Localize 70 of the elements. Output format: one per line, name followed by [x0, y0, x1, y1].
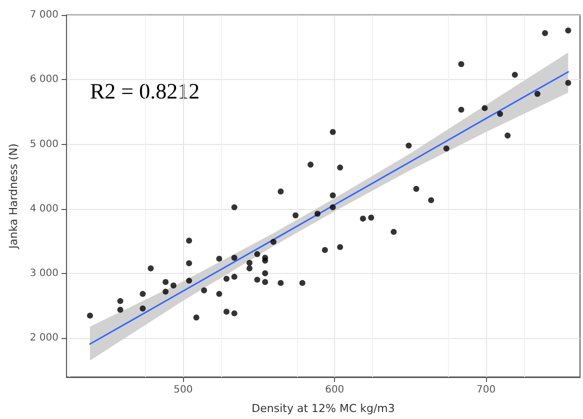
point [413, 186, 420, 192]
point [278, 280, 284, 286]
point [162, 278, 169, 285]
point [337, 244, 344, 250]
point [246, 260, 252, 266]
point [262, 270, 268, 276]
point [186, 238, 192, 244]
point [390, 228, 397, 235]
point [162, 288, 169, 295]
point [140, 290, 146, 297]
point [458, 61, 464, 68]
point [322, 246, 328, 253]
point [223, 276, 230, 282]
point [148, 265, 154, 272]
point [330, 192, 336, 198]
point [254, 251, 260, 258]
point [140, 305, 146, 312]
point [314, 210, 321, 217]
point [534, 90, 540, 97]
point [512, 72, 518, 78]
point [87, 312, 94, 319]
y-axis-title: Janka Hardness (N) [7, 143, 20, 250]
point [186, 278, 192, 284]
x-tick-label: 600 [325, 384, 344, 396]
point [360, 216, 366, 222]
point [308, 162, 314, 168]
point [246, 265, 252, 272]
point [170, 282, 176, 289]
y-tick-label: 7 000 [30, 10, 59, 20]
point [406, 142, 412, 149]
point [458, 106, 464, 113]
x-axis-title: Density at 12% MC kg/m3 [252, 402, 395, 415]
point [428, 197, 434, 204]
point [504, 132, 511, 139]
point [231, 274, 238, 280]
x-tick-label: 700 [476, 384, 496, 396]
point [216, 256, 222, 262]
point [482, 105, 488, 112]
point [299, 280, 306, 286]
point [216, 290, 222, 297]
point [337, 164, 344, 171]
point [443, 145, 450, 152]
point [254, 276, 260, 283]
point [368, 214, 374, 221]
y-tick-label: 3 000 [30, 268, 59, 280]
y-tick-label: 6 000 [30, 74, 59, 86]
y-tick-label: 4 000 [30, 203, 59, 214]
y-tick-label: 5 000 [30, 138, 59, 150]
point [201, 287, 208, 294]
point [262, 278, 268, 285]
point [565, 80, 572, 86]
point [270, 238, 276, 245]
point [262, 258, 268, 264]
point [186, 260, 192, 266]
point [542, 30, 548, 36]
point [193, 314, 200, 321]
point [565, 28, 572, 34]
y-tick-label: 2 000 [30, 332, 59, 344]
point [330, 129, 336, 135]
point [231, 254, 238, 261]
point [292, 212, 299, 218]
point [330, 204, 336, 210]
point [497, 110, 504, 117]
point [117, 298, 124, 304]
point [231, 310, 238, 316]
point [223, 308, 230, 315]
x-tick-label: 500 [174, 384, 193, 396]
point [231, 204, 238, 210]
point [117, 306, 124, 313]
point [278, 188, 284, 194]
